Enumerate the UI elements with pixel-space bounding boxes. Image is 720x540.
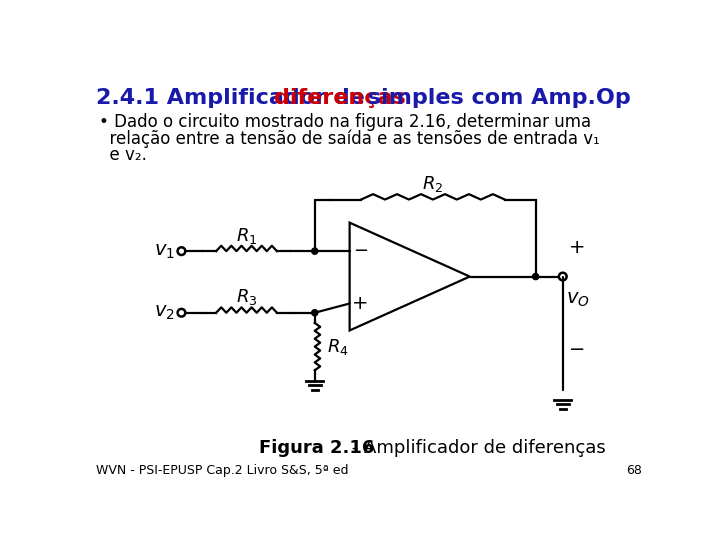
Text: −: −: [353, 242, 368, 260]
Text: $v_O$: $v_O$: [567, 290, 590, 309]
Text: e v₂.: e v₂.: [99, 146, 147, 164]
Text: 68: 68: [626, 464, 642, 477]
Circle shape: [533, 273, 539, 280]
Text: • Dado o circuito mostrado na figura 2.16, determinar uma: • Dado o circuito mostrado na figura 2.1…: [99, 112, 591, 131]
Text: +: +: [569, 238, 585, 257]
Text: $R_1$: $R_1$: [236, 226, 257, 246]
Text: WVN - PSI-EPUSP Cap.2 Livro S&S, 5ª ed: WVN - PSI-EPUSP Cap.2 Livro S&S, 5ª ed: [96, 464, 348, 477]
Text: +: +: [352, 294, 369, 313]
Text: diferenças: diferenças: [274, 88, 406, 108]
Text: Figura 2.16: Figura 2.16: [259, 439, 374, 457]
Text: $v_1$: $v_1$: [154, 241, 175, 261]
Text: $R_3$: $R_3$: [236, 287, 257, 307]
Text: - Amplificador de diferenças: - Amplificador de diferenças: [346, 439, 606, 457]
Text: 2.4.1 Amplificador de: 2.4.1 Amplificador de: [96, 88, 373, 108]
Text: $R_2$: $R_2$: [423, 174, 444, 194]
Circle shape: [312, 309, 318, 316]
Text: $v_2$: $v_2$: [155, 303, 175, 322]
Circle shape: [312, 248, 318, 254]
Text: relação entre a tensão de saída e as tensões de entrada v₁: relação entre a tensão de saída e as ten…: [99, 130, 600, 148]
Text: simples com Amp.Op: simples com Amp.Op: [360, 88, 631, 108]
Text: $R_4$: $R_4$: [327, 336, 349, 356]
Text: −: −: [569, 340, 585, 359]
